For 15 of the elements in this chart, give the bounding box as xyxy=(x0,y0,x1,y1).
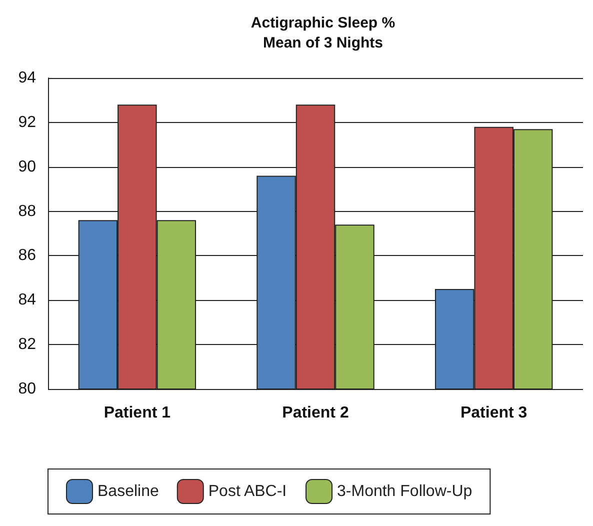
y-tick-label: 84 xyxy=(18,292,36,309)
y-tick-label: 82 xyxy=(18,336,36,354)
x-tick-label: Patient 3 xyxy=(460,404,528,422)
x-tick-label: Patient 2 xyxy=(282,404,349,422)
legend-label: Baseline xyxy=(98,483,159,500)
y-tick-label: 88 xyxy=(18,202,36,220)
chart-title: Actigraphic Sleep % Mean of 3 Nights xyxy=(250,14,396,52)
x-tick-label: Patient 1 xyxy=(104,404,171,422)
y-tick-label: 80 xyxy=(18,380,36,398)
y-tick-label: 92 xyxy=(18,114,36,131)
y-tick-label: 86 xyxy=(18,247,36,264)
y-tick-label: 94 xyxy=(18,70,36,86)
legend-label: 3-Month Follow-Up xyxy=(337,483,472,500)
legend-label: Post ABC-I xyxy=(208,483,287,500)
y-tick-label: 90 xyxy=(18,158,36,176)
